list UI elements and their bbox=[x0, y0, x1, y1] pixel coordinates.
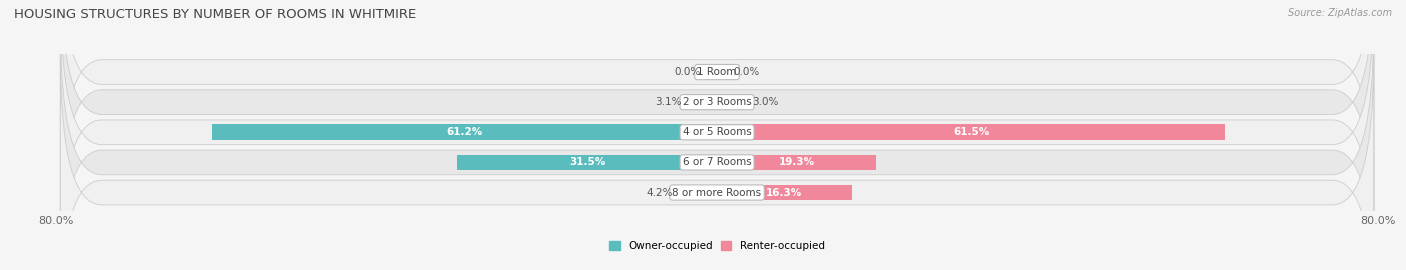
Text: 31.5%: 31.5% bbox=[569, 157, 605, 167]
Bar bbox=[457, 155, 717, 170]
Text: 1 Room: 1 Room bbox=[697, 67, 737, 77]
Bar bbox=[717, 155, 876, 170]
Legend: Owner-occupied, Renter-occupied: Owner-occupied, Renter-occupied bbox=[605, 237, 830, 255]
Bar bbox=[692, 94, 717, 110]
FancyBboxPatch shape bbox=[60, 0, 1374, 240]
Text: 0.0%: 0.0% bbox=[734, 67, 759, 77]
Text: 61.2%: 61.2% bbox=[446, 127, 482, 137]
Text: 4 or 5 Rooms: 4 or 5 Rooms bbox=[683, 127, 751, 137]
Bar bbox=[717, 185, 852, 200]
Text: HOUSING STRUCTURES BY NUMBER OF ROOMS IN WHITMIRE: HOUSING STRUCTURES BY NUMBER OF ROOMS IN… bbox=[14, 8, 416, 21]
Bar bbox=[211, 124, 717, 140]
FancyBboxPatch shape bbox=[60, 24, 1374, 270]
Text: 3.1%: 3.1% bbox=[655, 97, 682, 107]
Text: 4.2%: 4.2% bbox=[645, 188, 672, 198]
Bar bbox=[717, 124, 1225, 140]
FancyBboxPatch shape bbox=[60, 54, 1374, 270]
FancyBboxPatch shape bbox=[60, 0, 1374, 210]
Text: 61.5%: 61.5% bbox=[953, 127, 990, 137]
Text: Source: ZipAtlas.com: Source: ZipAtlas.com bbox=[1288, 8, 1392, 18]
Text: 0.0%: 0.0% bbox=[675, 67, 700, 77]
Text: 2 or 3 Rooms: 2 or 3 Rooms bbox=[683, 97, 751, 107]
FancyBboxPatch shape bbox=[60, 0, 1374, 270]
Bar bbox=[717, 94, 742, 110]
Text: 16.3%: 16.3% bbox=[766, 188, 803, 198]
Text: 6 or 7 Rooms: 6 or 7 Rooms bbox=[683, 157, 751, 167]
Text: 19.3%: 19.3% bbox=[779, 157, 815, 167]
Text: 8 or more Rooms: 8 or more Rooms bbox=[672, 188, 762, 198]
Text: 3.0%: 3.0% bbox=[752, 97, 778, 107]
Bar bbox=[682, 185, 717, 200]
